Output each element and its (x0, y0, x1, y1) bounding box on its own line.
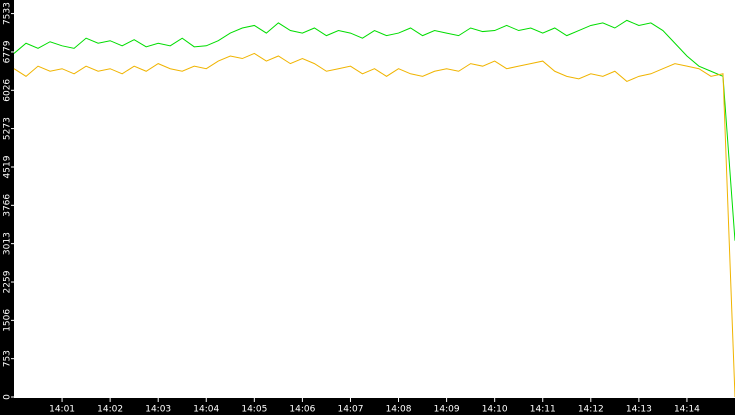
x-tick-label: 14:07 (337, 405, 363, 415)
x-tick-label: 14:06 (289, 405, 315, 415)
y-tick-label: 6026 (3, 79, 13, 102)
y-tick-label: 3766 (3, 194, 13, 217)
series-line (13, 19, 735, 241)
x-tick-label: 14:14 (674, 405, 700, 415)
x-tick-label: 14:09 (434, 405, 460, 415)
x-tick-label: 14:05 (241, 405, 267, 415)
x-tick-label: 14:03 (145, 405, 171, 415)
x-tick-label: 14:04 (193, 405, 219, 415)
y-tick-label: 4519 (3, 155, 13, 178)
plot-area (14, 0, 735, 398)
y-tick-label: 0 (3, 394, 13, 400)
y-tick-label: 753 (3, 350, 13, 367)
y-tick-label: 3013 (3, 232, 13, 255)
y-tick-label: 2259 (3, 270, 13, 293)
y-tick-label: 7533 (3, 2, 13, 25)
x-tick-label: 14:02 (97, 405, 123, 415)
x-tick-label: 14:08 (386, 405, 412, 415)
x-tick-label: 14:13 (626, 405, 652, 415)
y-tick-label: 5273 (3, 117, 13, 140)
series-line (13, 52, 735, 398)
y-tick-label: 6779 (3, 40, 13, 63)
x-tick-label: 14:11 (530, 405, 556, 415)
x-tick-label: 14:10 (482, 405, 508, 415)
x-tick-label: 14:12 (578, 405, 604, 415)
y-tick-label: 1506 (3, 309, 13, 332)
x-tick-label: 14:01 (49, 405, 75, 415)
